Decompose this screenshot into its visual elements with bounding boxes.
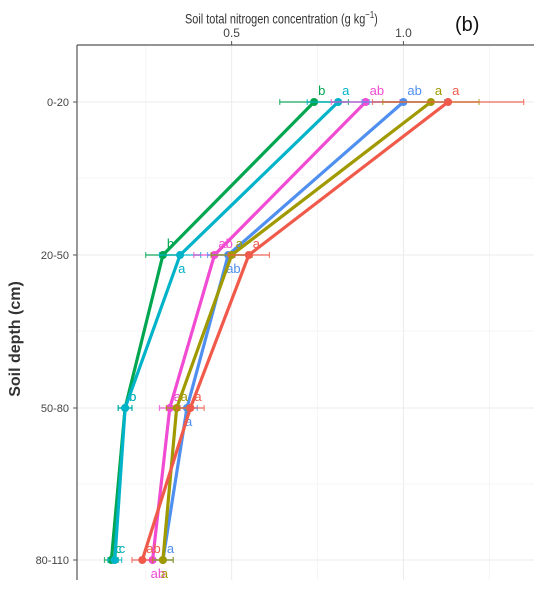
significance-letter: ab bbox=[407, 83, 421, 98]
series-line bbox=[151, 100, 367, 561]
y-tick-label: 80-110 bbox=[36, 555, 69, 567]
series-line bbox=[161, 100, 432, 561]
data-point bbox=[176, 251, 185, 259]
significance-letter: ab bbox=[151, 566, 165, 581]
significance-letter: a bbox=[174, 389, 182, 404]
significance-letter: ab bbox=[146, 541, 160, 556]
significance-letter: a bbox=[452, 83, 460, 98]
significance-letter: b bbox=[318, 83, 325, 98]
y-tick-label: 0-20 bbox=[47, 97, 69, 109]
x-tick-label: 0.5 bbox=[223, 26, 240, 40]
significance-letter: ab bbox=[218, 236, 232, 251]
significance-letter: b bbox=[129, 389, 136, 404]
y-tick-label: 50-80 bbox=[41, 403, 69, 415]
significance-letter: c bbox=[119, 541, 126, 556]
significance-letter: a bbox=[236, 236, 244, 251]
significance-letter: a bbox=[167, 541, 175, 556]
series-line bbox=[113, 100, 340, 561]
data-point bbox=[186, 404, 195, 412]
significance-letter: b bbox=[129, 389, 136, 404]
series-line bbox=[109, 100, 316, 561]
significance-letter: a bbox=[435, 83, 443, 98]
data-point bbox=[138, 556, 147, 564]
data-point bbox=[110, 556, 119, 564]
significance-letter: c bbox=[115, 541, 122, 556]
panel-label: (b) bbox=[455, 14, 480, 36]
significance-letter: a bbox=[194, 389, 202, 404]
data-point bbox=[244, 251, 253, 259]
series-line bbox=[140, 100, 450, 561]
x-axis-title-close: ) bbox=[374, 10, 378, 27]
x-tick-label: 1.0 bbox=[395, 26, 412, 40]
x-axis-title: Soil total nitrogen concentration (g kg−… bbox=[185, 10, 378, 27]
significance-letter: a bbox=[253, 236, 261, 251]
x-axis-title-superscript: −1 bbox=[365, 10, 375, 21]
significance-letter: a bbox=[342, 83, 350, 98]
data-point bbox=[158, 556, 167, 564]
x-axis-title-text: Soil total nitrogen concentration (g kg bbox=[185, 10, 366, 27]
series-line bbox=[161, 100, 405, 561]
data-point bbox=[444, 98, 453, 106]
significance-letter: a bbox=[161, 566, 169, 581]
y-tick-label: 20-50 bbox=[41, 250, 69, 262]
significance-letter: ab bbox=[370, 83, 384, 98]
significance-letter: b bbox=[167, 236, 174, 251]
significance-letter: a bbox=[181, 389, 189, 404]
y-axis-title: Soil depth (cm) bbox=[6, 281, 24, 397]
significance-letter: a bbox=[185, 414, 193, 429]
data-point bbox=[121, 404, 130, 412]
significance-letter: a bbox=[178, 261, 186, 276]
